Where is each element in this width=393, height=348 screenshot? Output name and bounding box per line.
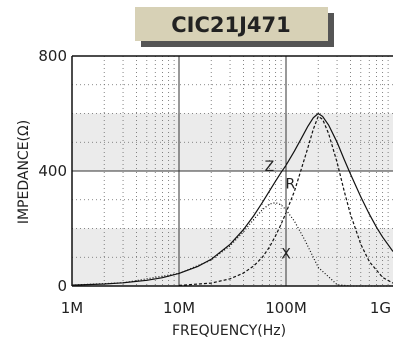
series-line-r	[178, 115, 393, 286]
plot-frame	[71, 55, 393, 287]
title-box	[135, 7, 328, 41]
series-line-z	[71, 112, 393, 286]
x-tick-labels: 1M 10M 100M 1G	[61, 299, 391, 317]
x-tick-label: 1M	[61, 299, 84, 317]
series-labels: ZR X	[265, 159, 296, 263]
y-axis-label: IMPEDANCE(Ω)	[16, 120, 32, 224]
chart-title: CIC21J471	[171, 13, 291, 37]
grid-lines	[72, 56, 393, 286]
series-label-z: Z	[265, 159, 275, 175]
series-label-x: X	[281, 247, 291, 263]
y-tick-label: 0	[57, 277, 67, 295]
x-tick-label: 100M	[265, 299, 307, 317]
series-label-r: R	[286, 176, 296, 192]
x-tick-label: 10M	[163, 299, 195, 317]
x-tick-label: 1G	[370, 299, 391, 317]
y-tick-label: 800	[38, 47, 67, 65]
y-tick-labels: 0 400 800	[38, 47, 67, 295]
x-axis-label: FREQUENCY(Hz)	[172, 323, 286, 339]
y-tick-label: 400	[38, 162, 67, 180]
shaded-bands	[72, 113, 393, 286]
